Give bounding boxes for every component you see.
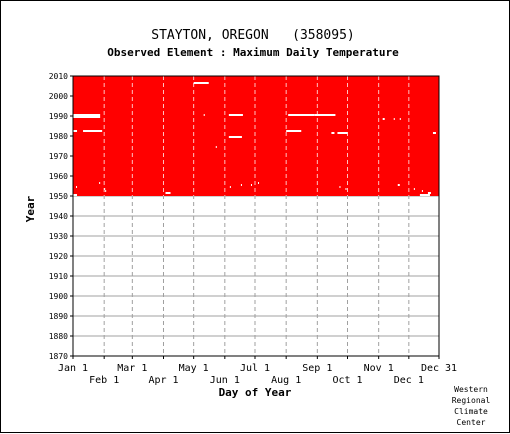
chart-title: STAYTON, OREGON (358095) [151, 28, 355, 43]
missing-data-segment [397, 184, 400, 186]
missing-data-segment [99, 182, 101, 184]
x-tick-label: Apr 1 [148, 375, 178, 386]
missing-data-segment [337, 132, 348, 134]
y-tick-label: 1990 [49, 112, 68, 121]
missing-data-segment [229, 186, 231, 188]
credit-text: Western Regional Climate Center [441, 384, 501, 428]
missing-data-segment [286, 130, 302, 132]
missing-data-segment [421, 190, 423, 192]
y-tick-label: 1960 [49, 172, 68, 181]
x-tick-label: May 1 [179, 363, 209, 374]
y-tick-label: 1970 [49, 152, 68, 161]
missing-data-segment [240, 184, 242, 186]
y-tick-label: 1880 [49, 332, 68, 341]
missing-data-segment [73, 194, 78, 196]
missing-data-segment [228, 136, 242, 138]
y-tick-label: 1900 [49, 292, 68, 301]
y-tick-label: 1940 [49, 212, 68, 221]
missing-data-segment [399, 118, 401, 120]
missing-data-segment [73, 116, 101, 118]
x-axis-label: Day of Year [219, 386, 292, 399]
missing-data-segment [83, 130, 103, 132]
missing-data-segment [104, 188, 106, 190]
missing-data-segment [382, 118, 385, 120]
credit-line: Regional [451, 396, 491, 405]
y-tick-label: 1890 [49, 312, 68, 321]
x-tick-label: Dec 31 [421, 363, 457, 374]
y-axis-label: Year [24, 195, 37, 222]
missing-data-segment [345, 188, 347, 190]
chart-subtitle: Observed Element : Maximum Daily Tempera… [107, 46, 399, 59]
y-tick-label: 1870 [49, 352, 68, 361]
y-tick-label: 1980 [49, 132, 68, 141]
x-tick-label: Dec 1 [394, 375, 424, 386]
credit-line: Center [456, 418, 486, 427]
x-tick-label: Mar 1 [117, 363, 147, 374]
missing-data-segment [215, 146, 217, 148]
y-tick-label: 2000 [49, 92, 68, 101]
missing-data-segment [419, 194, 430, 196]
y-tick-label: 2010 [49, 72, 68, 81]
missing-data-segment [76, 186, 78, 188]
missing-data-segment [393, 118, 395, 120]
plot-area: 1870 1880 1890 1900 1910 1920 1930 1940 1950 1960… [49, 72, 457, 386]
missing-data-segment [228, 114, 243, 116]
missing-data-segment [427, 192, 431, 194]
missing-data-segment [339, 186, 341, 188]
x-tick-label: Jan 1 [58, 363, 88, 374]
x-tick-label: Feb 1 [89, 375, 119, 386]
missing-data-segment [193, 82, 209, 84]
x-tick-label: Jul 1 [240, 363, 270, 374]
missing-data-segment [413, 188, 415, 190]
observed-data-block [73, 76, 439, 196]
missing-data-segment [203, 114, 205, 116]
missing-data-segment [165, 192, 171, 194]
x-tick-label: Sep 1 [302, 363, 332, 374]
credit-line: Climate [454, 407, 488, 416]
y-tick-label: 1950 [49, 192, 68, 201]
missing-data-segment [314, 114, 336, 116]
missing-data-segment [432, 132, 436, 134]
missing-data-segment [73, 114, 101, 116]
missing-data-segment [73, 130, 78, 132]
missing-data-segment [105, 190, 107, 192]
missing-data-segment [250, 184, 252, 186]
missing-data-segment [258, 182, 260, 184]
y-tick-label: 1910 [49, 272, 68, 281]
x-tick-label: Oct 1 [332, 375, 362, 386]
x-tick-label: Aug 1 [271, 375, 301, 386]
missing-data-segment [288, 114, 315, 116]
missing-data-segment [331, 132, 335, 134]
x-tick-label: Jun 1 [210, 375, 240, 386]
y-tick-label: 1930 [49, 232, 68, 241]
credit-line: Western [454, 385, 488, 394]
y-tick-label: 1920 [49, 252, 68, 261]
x-tick-label: Nov 1 [364, 363, 394, 374]
